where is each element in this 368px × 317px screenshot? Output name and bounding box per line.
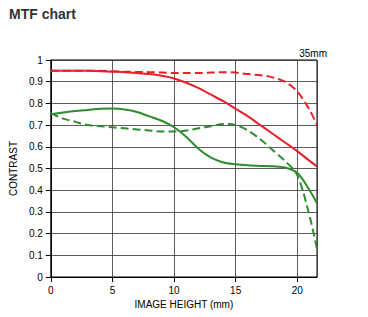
svg-text:0.4: 0.4 (29, 185, 43, 196)
svg-text:CONTRAST: CONTRAST (8, 141, 19, 196)
svg-text:MTF chart: MTF chart (9, 6, 76, 22)
svg-text:1: 1 (37, 55, 43, 66)
svg-text:0.2: 0.2 (29, 228, 43, 239)
svg-text:0.8: 0.8 (29, 98, 43, 109)
svg-text:0.5: 0.5 (29, 163, 43, 174)
svg-text:0: 0 (37, 272, 43, 283)
svg-text:0: 0 (48, 285, 54, 296)
svg-text:35mm: 35mm (299, 48, 327, 59)
svg-text:5: 5 (110, 285, 116, 296)
svg-text:0.9: 0.9 (29, 76, 43, 87)
svg-text:20: 20 (292, 285, 304, 296)
svg-text:10: 10 (168, 285, 180, 296)
svg-text:15: 15 (230, 285, 242, 296)
svg-text:IMAGE HEIGHT (mm): IMAGE HEIGHT (mm) (135, 299, 234, 310)
svg-text:0.1: 0.1 (29, 250, 43, 261)
svg-text:0.7: 0.7 (29, 120, 43, 131)
svg-text:0.6: 0.6 (29, 141, 43, 152)
svg-text:0.3: 0.3 (29, 206, 43, 217)
